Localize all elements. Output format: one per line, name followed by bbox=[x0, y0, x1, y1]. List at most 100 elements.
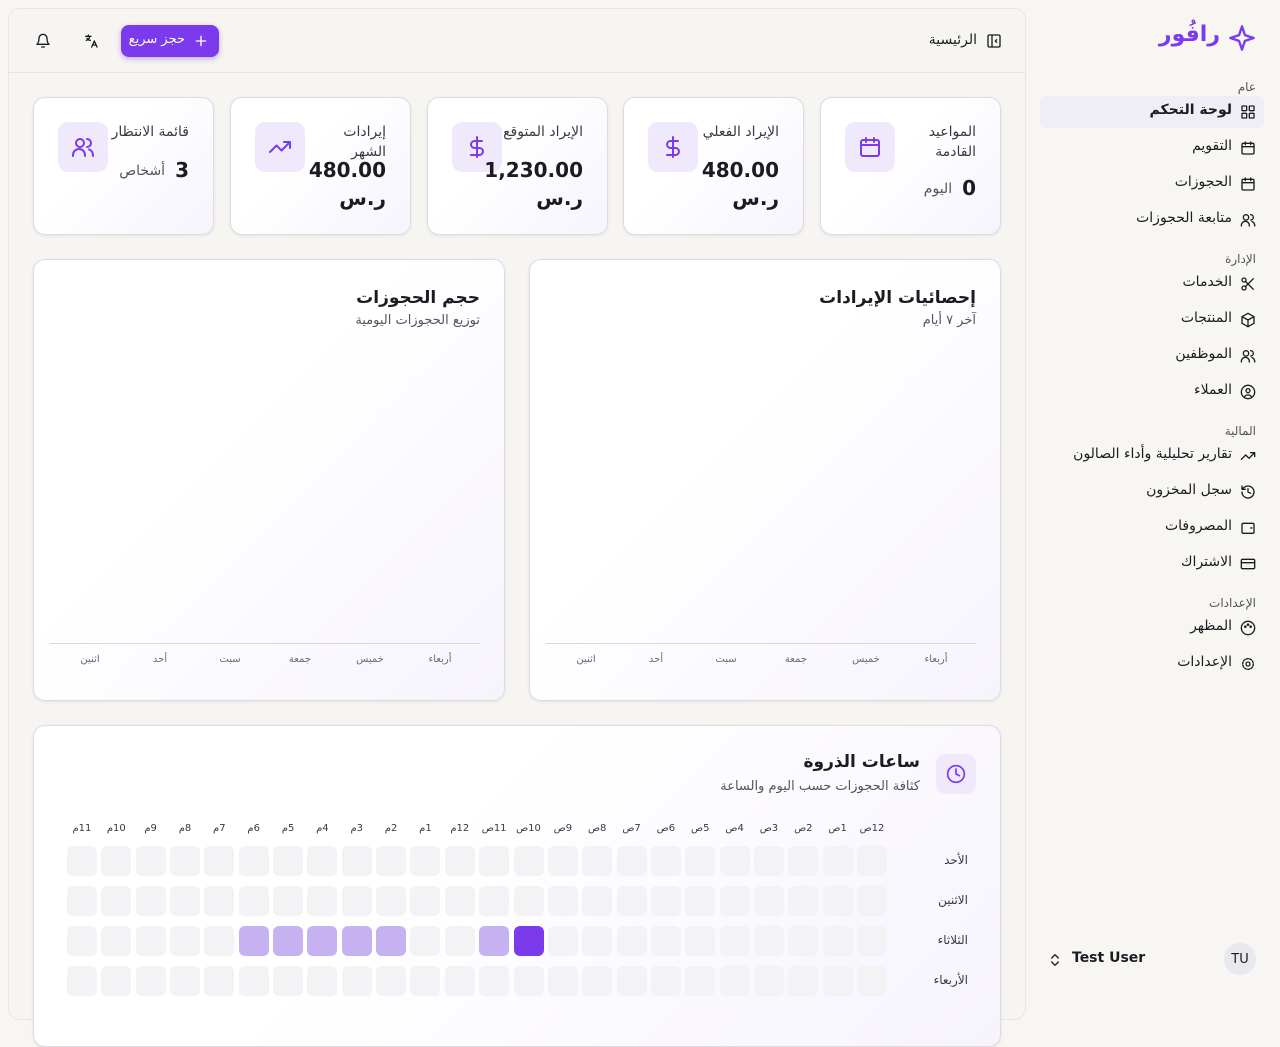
nav-item[interactable]: سجل المخزون bbox=[1146, 482, 1232, 498]
heatmap-cell[interactable] bbox=[616, 926, 647, 956]
heatmap-cell[interactable] bbox=[101, 886, 132, 916]
heatmap-cell[interactable] bbox=[685, 966, 716, 996]
heatmap-cell[interactable] bbox=[513, 966, 544, 996]
heatmap-cell[interactable] bbox=[719, 966, 750, 996]
heatmap-cell[interactable] bbox=[238, 926, 269, 956]
heatmap-cell[interactable] bbox=[410, 846, 441, 876]
heatmap-cell[interactable] bbox=[376, 846, 407, 876]
heatmap-cell[interactable] bbox=[307, 966, 338, 996]
heatmap-cell[interactable] bbox=[822, 886, 853, 916]
heatmap-cell[interactable] bbox=[410, 966, 441, 996]
heatmap-cell[interactable] bbox=[547, 846, 578, 876]
heatmap-cell[interactable] bbox=[479, 966, 510, 996]
heatmap-cell[interactable] bbox=[479, 886, 510, 916]
heatmap-cell[interactable] bbox=[444, 846, 475, 876]
heatmap-cell[interactable] bbox=[238, 846, 269, 876]
heatmap-cell[interactable] bbox=[204, 966, 235, 996]
nav-item[interactable]: تقارير تحليلية وأداء الصالون bbox=[1073, 446, 1232, 462]
heatmap-cell[interactable] bbox=[273, 926, 304, 956]
heatmap-cell[interactable] bbox=[101, 926, 132, 956]
active-item-bg[interactable] bbox=[1040, 96, 1264, 128]
nav-item[interactable]: العملاء bbox=[1194, 382, 1232, 398]
heatmap-cell[interactable] bbox=[135, 886, 166, 916]
heatmap-cell[interactable] bbox=[582, 926, 613, 956]
nav-item[interactable]: الحجوزات bbox=[1174, 174, 1232, 190]
heatmap-cell[interactable] bbox=[685, 926, 716, 956]
heatmap-cell[interactable] bbox=[376, 886, 407, 916]
heatmap-cell[interactable] bbox=[650, 846, 681, 876]
icon[interactable] bbox=[35, 33, 51, 53]
heatmap-cell[interactable] bbox=[822, 846, 853, 876]
heatmap-cell[interactable] bbox=[444, 886, 475, 916]
nav-item[interactable]: المنتجات bbox=[1180, 310, 1232, 326]
heatmap-cell[interactable] bbox=[170, 886, 200, 916]
heatmap-cell[interactable] bbox=[822, 926, 853, 956]
quick-booking-button[interactable]: حجز سريع bbox=[121, 25, 219, 57]
nav-item[interactable]: المظهر bbox=[1190, 618, 1232, 634]
heatmap-cell[interactable] bbox=[513, 886, 544, 916]
heatmap-cell[interactable] bbox=[650, 966, 681, 996]
heatmap-cell[interactable] bbox=[719, 886, 750, 916]
heatmap-cell[interactable] bbox=[376, 926, 407, 956]
heatmap-cell[interactable] bbox=[685, 846, 716, 876]
heatmap-cell[interactable] bbox=[788, 886, 819, 916]
heatmap-cell[interactable] bbox=[616, 886, 647, 916]
heatmap-cell[interactable] bbox=[170, 966, 200, 996]
nav-item[interactable]: الإعدادات bbox=[1177, 654, 1232, 670]
nav-item[interactable]: المصروفات bbox=[1164, 518, 1232, 534]
heatmap-cell[interactable] bbox=[513, 926, 544, 956]
heatmap-cell[interactable] bbox=[582, 846, 613, 876]
heatmap-cell[interactable] bbox=[788, 966, 819, 996]
heatmap-cell[interactable] bbox=[513, 846, 544, 876]
heatmap-cell[interactable] bbox=[547, 966, 578, 996]
heatmap-cell[interactable] bbox=[135, 846, 166, 876]
heatmap-cell[interactable] bbox=[341, 966, 372, 996]
heatmap-cell[interactable] bbox=[444, 966, 475, 996]
heatmap-cell[interactable] bbox=[204, 846, 235, 876]
heatmap-cell[interactable] bbox=[753, 966, 784, 996]
heatmap-cell[interactable] bbox=[788, 926, 819, 956]
heatmap-cell[interactable] bbox=[410, 886, 441, 916]
heatmap-cell[interactable] bbox=[616, 966, 647, 996]
heatmap-cell[interactable] bbox=[66, 886, 97, 916]
heatmap-cell[interactable] bbox=[238, 886, 269, 916]
heatmap-cell[interactable] bbox=[650, 926, 681, 956]
heatmap-cell[interactable] bbox=[650, 886, 681, 916]
heatmap-cell[interactable] bbox=[376, 966, 407, 996]
heatmap-cell[interactable] bbox=[341, 886, 372, 916]
heatmap-cell[interactable] bbox=[685, 886, 716, 916]
heatmap-cell[interactable] bbox=[170, 846, 200, 876]
nav-item[interactable]: لوحة التحكم bbox=[1149, 102, 1232, 118]
heatmap-cell[interactable] bbox=[341, 846, 372, 876]
heatmap-cell[interactable] bbox=[444, 926, 475, 956]
heatmap-cell[interactable] bbox=[307, 926, 338, 956]
icon[interactable] bbox=[83, 33, 99, 53]
heatmap-cell[interactable] bbox=[273, 966, 304, 996]
heatmap-cell[interactable] bbox=[273, 846, 304, 876]
heatmap-cell[interactable] bbox=[616, 846, 647, 876]
nav-item[interactable]: التقويم bbox=[1192, 138, 1232, 154]
heatmap-cell[interactable] bbox=[719, 846, 750, 876]
heatmap-cell[interactable] bbox=[479, 926, 510, 956]
heatmap-cell[interactable] bbox=[135, 926, 166, 956]
heatmap-cell[interactable] bbox=[857, 926, 887, 956]
heatmap-cell[interactable] bbox=[66, 926, 97, 956]
heatmap-cell[interactable] bbox=[582, 966, 613, 996]
nav-item[interactable]: الاشتراك bbox=[1181, 554, 1232, 570]
heatmap-cell[interactable] bbox=[719, 926, 750, 956]
heatmap-cell[interactable] bbox=[101, 966, 132, 996]
heatmap-cell[interactable] bbox=[135, 966, 166, 996]
heatmap-cell[interactable] bbox=[66, 966, 97, 996]
heatmap-cell[interactable] bbox=[547, 926, 578, 956]
heatmap-cell[interactable] bbox=[753, 886, 784, 916]
heatmap-cell[interactable] bbox=[547, 886, 578, 916]
heatmap-cell[interactable] bbox=[582, 886, 613, 916]
heatmap-cell[interactable] bbox=[857, 886, 887, 916]
heatmap-cell[interactable] bbox=[479, 846, 510, 876]
heatmap-cell[interactable] bbox=[204, 926, 235, 956]
heatmap-cell[interactable] bbox=[307, 886, 338, 916]
heatmap-cell[interactable] bbox=[101, 846, 132, 876]
heatmap-cell[interactable] bbox=[753, 926, 784, 956]
heatmap-cell[interactable] bbox=[66, 846, 97, 876]
heatmap-cell[interactable] bbox=[341, 926, 372, 956]
